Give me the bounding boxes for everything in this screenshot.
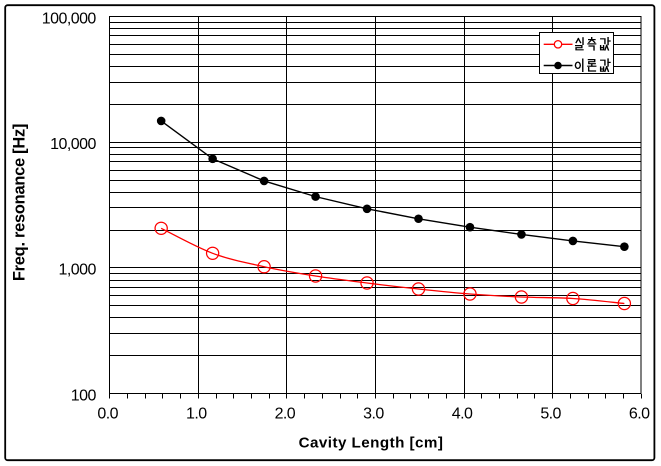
svg-text:Cavity Length [cm]: Cavity Length [cm]: [299, 435, 444, 452]
svg-text:10,000: 10,000: [50, 136, 96, 153]
svg-text:1.0: 1.0: [186, 406, 207, 423]
svg-text:5.0: 5.0: [540, 406, 561, 423]
svg-text:1,000: 1,000: [59, 262, 97, 279]
svg-text:100: 100: [71, 387, 97, 404]
svg-text:100,000: 100,000: [42, 10, 97, 27]
svg-text:2.0: 2.0: [275, 406, 296, 423]
svg-text:0.0: 0.0: [97, 406, 118, 423]
svg-text:Freq. resonance [Hz]: Freq. resonance [Hz]: [11, 124, 29, 281]
svg-text:3.0: 3.0: [363, 406, 384, 423]
svg-text:4.0: 4.0: [452, 406, 473, 423]
svg-text:6.0: 6.0: [629, 406, 650, 423]
